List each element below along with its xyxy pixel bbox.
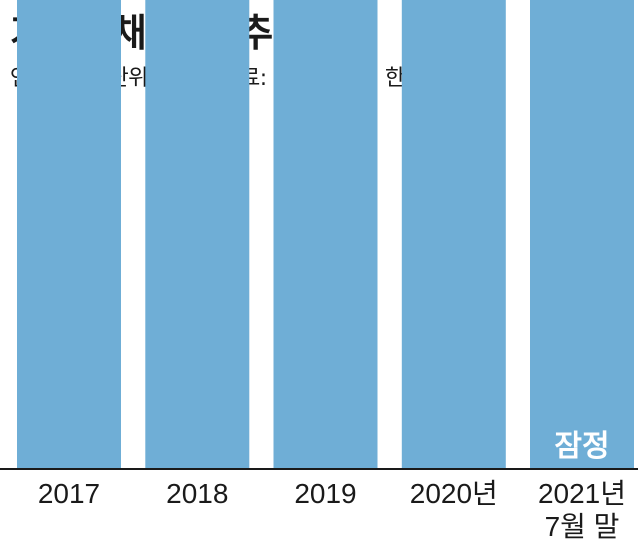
annotation-label-0: 잠정 [554, 429, 609, 464]
bar-1 [145, 0, 250, 469]
bar-group: 1369.820171446.620181504.620191631.52020… [17, 0, 634, 542]
bar-0 [17, 0, 121, 469]
category-label-4-line-1: 7월 말 [545, 511, 620, 542]
category-label-1: 2018 [166, 478, 228, 509]
category-label-0: 2017 [38, 478, 100, 509]
bar-3 [401, 0, 506, 469]
bar-2 [273, 0, 378, 469]
category-label-4-line-0: 2021년 [538, 478, 626, 509]
category-label-3: 2020년 [410, 478, 498, 509]
category-label-2: 2019 [294, 478, 356, 509]
bar-4 [530, 0, 634, 469]
